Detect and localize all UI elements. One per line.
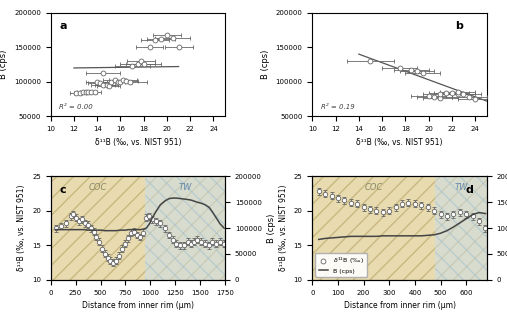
Bar [146,176,225,280]
X-axis label: δ¹¹B (‰, vs. NIST 951): δ¹¹B (‰, vs. NIST 951) [356,137,443,147]
Text: TW: TW [178,183,192,192]
X-axis label: Distance from inner rim (μm): Distance from inner rim (μm) [82,301,194,310]
X-axis label: Distance from inner rim (μm): Distance from inner rim (μm) [344,301,455,310]
X-axis label: δ¹¹B (‰, vs. NIST 951): δ¹¹B (‰, vs. NIST 951) [95,137,181,147]
Y-axis label: B (cps): B (cps) [267,213,276,243]
Text: COC: COC [365,183,383,192]
Text: R² = 0.19: R² = 0.19 [321,104,355,110]
Y-axis label: B (cps): B (cps) [261,50,270,79]
Text: COC: COC [89,183,107,192]
Y-axis label: δ¹¹B (‰, vs. NIST 951): δ¹¹B (‰, vs. NIST 951) [279,185,288,271]
Text: d: d [466,184,474,195]
Legend: $\delta^{11}$B (‰), B (cps): $\delta^{11}$B (‰), B (cps) [315,253,367,277]
Y-axis label: B (cps): B (cps) [0,50,9,79]
Bar [51,176,225,280]
Text: b: b [455,21,463,31]
Bar [436,176,487,280]
Bar [312,176,487,280]
Y-axis label: δ¹¹B (‰, vs. NIST 951): δ¹¹B (‰, vs. NIST 951) [17,185,26,271]
Text: R² = 0.00: R² = 0.00 [59,104,93,110]
Text: a: a [59,21,67,31]
Text: c: c [59,184,66,195]
Text: TW: TW [454,183,468,192]
